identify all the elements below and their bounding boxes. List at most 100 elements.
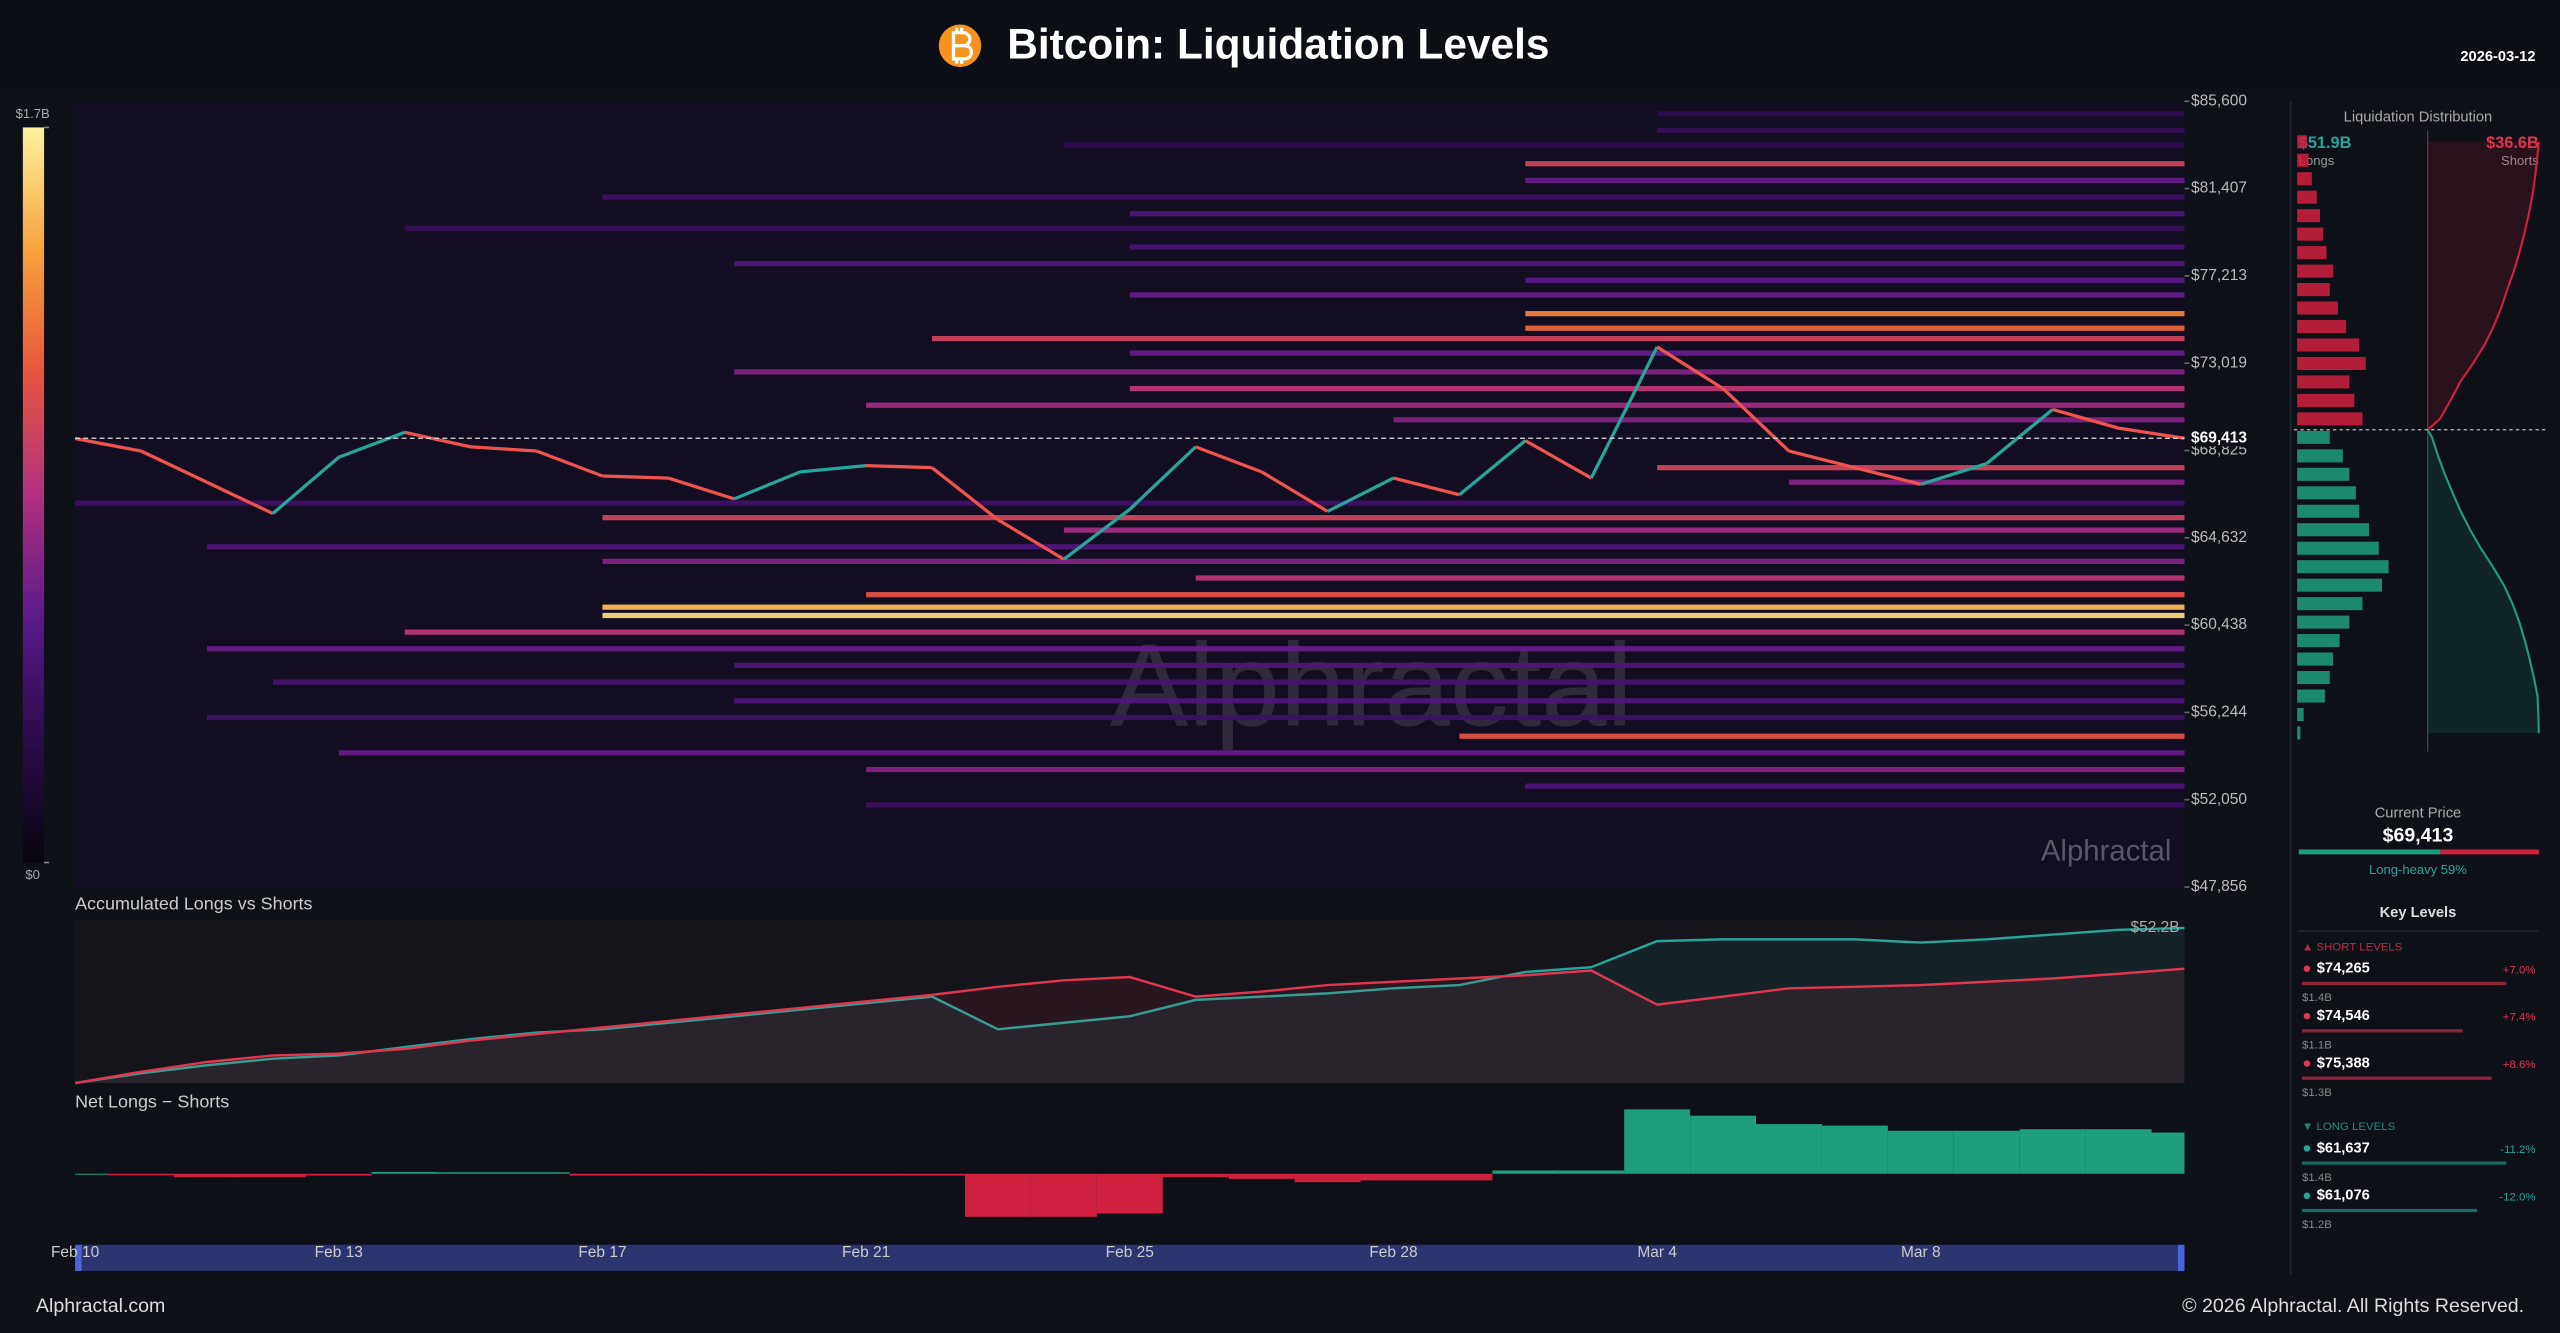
- dist-bar: [2297, 467, 2350, 481]
- net-bar: [635, 1173, 702, 1176]
- liquidation-level: [1393, 417, 2185, 423]
- liquidation-level: [932, 335, 2185, 342]
- level-change: -11.2%: [2500, 1144, 2535, 1156]
- scroll-handle[interactable]: [2177, 1244, 2185, 1271]
- liquidation-level: [1063, 527, 2185, 533]
- net-bar: [1030, 1173, 1097, 1217]
- level-size: $1.4B: [2302, 1172, 2332, 1184]
- acc-end-label: $52.2B: [2130, 919, 2179, 936]
- level-dot: [2303, 1192, 2311, 1200]
- dist-bar: [2297, 264, 2334, 278]
- short-share-bar: [2440, 849, 2539, 855]
- price-segment: [1458, 439, 1527, 497]
- level-bar: [2302, 1029, 2463, 1033]
- liquidation-level: [866, 766, 2185, 773]
- price-segment: [338, 430, 406, 459]
- price-segment: [1656, 345, 1724, 390]
- net-bar: [437, 1172, 504, 1174]
- liquidation-level: [1657, 111, 2185, 117]
- dist-bar: [2297, 652, 2334, 666]
- dist-bar: [2297, 523, 2369, 537]
- dist-bar: [2297, 375, 2350, 389]
- price-segment: [535, 449, 604, 478]
- shorts-total: $36.6B: [2486, 134, 2539, 152]
- liquidation-level: [1525, 277, 2185, 283]
- liquidation-level: [866, 802, 2185, 808]
- net-bar: [305, 1173, 372, 1176]
- liquidation-level: [1525, 783, 2185, 789]
- dist-bar: [2297, 597, 2363, 611]
- dist-bar: [2297, 689, 2325, 703]
- dist-bar: [2297, 707, 2304, 722]
- liquidation-level: [1063, 142, 2185, 148]
- acc-line: [74, 926, 2185, 1085]
- dist-bar: [2297, 671, 2330, 685]
- level-size: $1.4B: [2302, 992, 2332, 1004]
- net-bar: [1558, 1170, 1625, 1174]
- x-tick-label: Feb 13: [315, 1244, 363, 1261]
- dist-bar: [2297, 356, 2366, 371]
- y-tick-label: $77,213: [2191, 267, 2247, 284]
- liquidation-level: [1129, 350, 2185, 356]
- liquidation-level: [404, 225, 2185, 231]
- liquidation-level: [734, 261, 2185, 267]
- level-size: $1.1B: [2302, 1040, 2332, 1052]
- level-price: $61,637: [2317, 1140, 2370, 1156]
- price-segment: [74, 436, 142, 453]
- price-segment: [667, 476, 735, 501]
- scrollbar[interactable]: [75, 1244, 2185, 1271]
- current-price-tag: [2187, 428, 2254, 447]
- net-bar: [569, 1173, 636, 1176]
- dist-bar: [2297, 393, 2355, 407]
- level-dot: [2303, 1012, 2311, 1020]
- liquidation-level: [1525, 311, 2185, 317]
- price-segment: [2052, 407, 2120, 430]
- dist-bar: [2297, 578, 2383, 592]
- net-bar: [75, 1173, 109, 1175]
- net-bar: [2085, 1129, 2152, 1174]
- title: Bitcoin: Liquidation Levels: [1007, 21, 1549, 68]
- price-segment: [1920, 461, 1988, 486]
- price-segment: [1393, 476, 1460, 497]
- liquidation-level: [734, 662, 2185, 669]
- liquidation-level: [734, 698, 2185, 704]
- y-tick-label: $64,632: [2191, 529, 2247, 546]
- price-segment: [1128, 445, 1197, 511]
- scroll-handle[interactable]: [75, 1244, 82, 1271]
- level-price: $74,546: [2317, 1008, 2370, 1024]
- dist-bar: [2297, 412, 2363, 426]
- current-price-label: $69,413: [2191, 429, 2247, 446]
- level-bar: [2302, 1076, 2492, 1080]
- footer-copyright: © 2026 Alphractal. All Rights Reserved.: [2182, 1295, 2524, 1317]
- acc-line: [74, 967, 2185, 1085]
- dist-bar: [2297, 449, 2343, 463]
- level-bar: [2302, 1208, 2478, 1213]
- liquidation-level: [866, 402, 2185, 408]
- y-tick-label: $85,600: [2191, 92, 2247, 109]
- net-bar: [2019, 1129, 2086, 1174]
- net-bar: [1228, 1173, 1295, 1179]
- colorbar-label: $1.7B: [16, 106, 50, 121]
- level-price: $61,076: [2317, 1188, 2370, 1204]
- x-tick-label: Feb 21: [842, 1244, 890, 1261]
- net-bar: [239, 1173, 306, 1178]
- level-dot: [2303, 965, 2311, 972]
- net-bar: [1756, 1124, 1822, 1174]
- level-change: +7.0%: [2503, 964, 2536, 976]
- dist-bar: [2297, 319, 2347, 334]
- dist-bar: [2297, 172, 2312, 186]
- price-segment: [733, 470, 801, 501]
- cum-curve: [2426, 429, 2540, 733]
- level-group-title: ▼ LONG LEVELS: [2302, 1121, 2396, 1133]
- level-size: $1.2B: [2302, 1219, 2332, 1231]
- acc-area: [75, 928, 2185, 1084]
- panel-title: Accumulated Longs vs Shorts: [75, 894, 312, 914]
- dist-bar: [2297, 615, 2350, 629]
- dist-bar: [2297, 209, 2320, 223]
- net-bar: [767, 1173, 834, 1176]
- liquidation-level: [1459, 733, 2185, 739]
- price-segment: [1524, 439, 1593, 480]
- long-share-bar: [2298, 849, 2441, 855]
- price-segment: [470, 445, 537, 453]
- shorts-label: Shorts: [2501, 153, 2539, 168]
